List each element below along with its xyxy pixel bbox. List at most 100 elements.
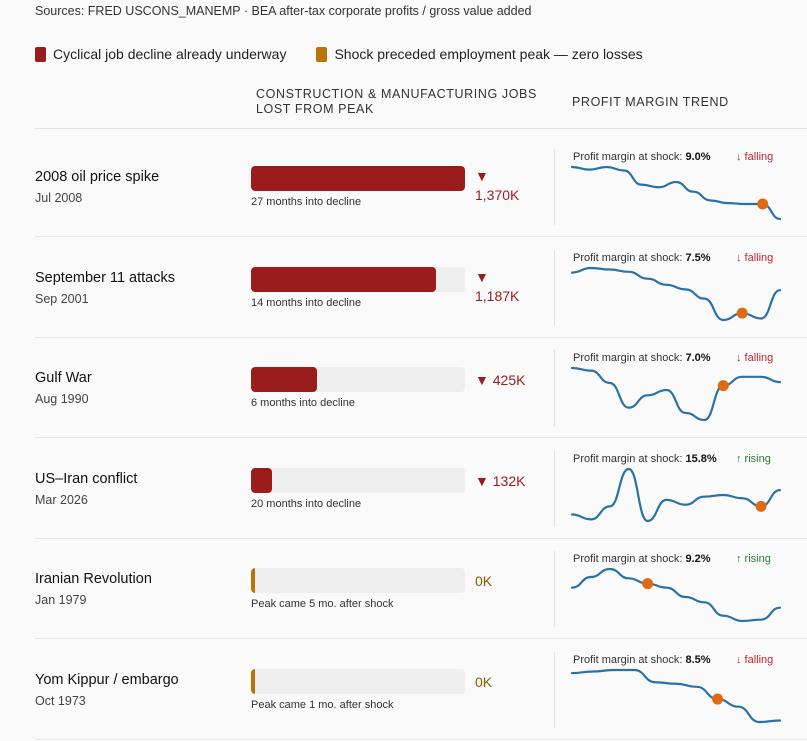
event-date: Jul 2008 [35,191,83,205]
profit-margin-label: Profit margin at shock: 7.5% [573,251,711,264]
jobs-lost-value: 0K [475,673,493,690]
shock-marker [717,380,729,392]
jobs-note: 27 months into decline [251,196,362,208]
shock-marker [712,693,724,705]
column-divider [554,350,555,426]
jobs-bar-track [251,467,465,493]
event-date: Sep 2001 [35,291,89,306]
legend: Cyclical job decline already underway Sh… [35,46,643,62]
jobs-bar-track [251,367,465,392]
row-divider [35,336,807,338]
shock-marker [736,307,748,319]
row-divider [35,738,807,740]
trend-badge: ↓ falling [736,151,774,163]
header-rule [35,128,807,129]
jobs-bar-track [251,568,465,593]
legend-item-decline: Cyclical job decline already underway [35,46,286,62]
event-name: US–Iran conflict [35,470,138,487]
jobs-bar-track [251,266,465,292]
legend-label-zero: Shock preceded employment peak — zero lo… [334,46,643,62]
sparkline-path [570,266,782,321]
jobs-lost-value: 0K [475,573,493,589]
jobs-note: Peak came 5 mo. after shock [251,598,394,610]
jobs-bar-fill [251,467,272,493]
column-header-jobs: CONSTRUCTION & MANUFACTURING JOBS LOST F… [256,87,537,116]
shock-marker [755,500,767,512]
trend-badge: ↑ rising [736,553,771,565]
jobs-bar-track [251,668,465,694]
jobs-lost-value: ▼ 132K [475,472,526,489]
row-divider [35,638,807,639]
trend-badge: ↓ falling [736,352,774,364]
event-date: Jan 1979 [35,593,87,607]
sparkline-path [570,567,782,623]
profit-margin-label: Profit margin at shock: 15.8% [573,452,717,465]
profit-margin-sparkline [570,266,782,321]
profit-margin-sparkline [570,567,782,623]
jobs-lost-value: ▼ 425K [475,372,526,388]
event-name: Gulf War [35,370,92,386]
sparkline-path [570,467,782,522]
jobs-bar-fill [251,166,465,191]
row-divider [35,236,807,237]
legend-label-decline: Cyclical job decline already underway [53,46,287,62]
event-date: Aug 1990 [35,392,89,406]
event-row: US–Iran conflict Mar 2026 20 months into d… [35,439,807,539]
legend-swatch-zero [316,46,328,62]
profit-margin-label: Profit margin at shock: 9.2% [573,553,711,565]
profit-margin-label: Profit margin at shock: 7.0% [573,352,711,364]
event-row: Iranian Revolution Jan 1979 Peak came 5 mo… [35,539,807,639]
event-row: September 11 attacks Sep 2001 14 months in… [35,238,807,338]
event-row: Yom Kippur / embargo Oct 1973 Peak came 1 … [35,640,807,740]
profit-margin-sparkline [570,165,782,221]
jobs-bar-fill [251,568,255,593]
jobs-bar-fill [251,266,437,292]
event-row: 2008 oil price spike Jul 2008 27 months in… [35,137,807,237]
legend-item-zero: Shock preceded employment peak — zero lo… [316,46,643,62]
profit-margin-value: 9.0% [685,151,711,163]
profit-margin-value: 8.5% [685,653,711,666]
shock-marker [642,578,654,590]
jobs-note: 14 months into decline [251,296,362,309]
profit-margin-sparkline [570,467,782,522]
jobs-bar-fill [251,668,255,694]
legend-swatch-decline [35,46,46,62]
sparkline-path [570,165,782,221]
trend-badge: ↓ falling [736,251,774,264]
column-divider [554,249,555,326]
column-divider [554,149,555,225]
column-divider [554,651,555,728]
profit-margin-value: 7.0% [685,352,711,364]
column-divider [554,450,555,527]
event-date: Mar 2026 [35,492,88,507]
profit-margin-sparkline [570,668,782,723]
sparkline-path [570,668,782,723]
profit-margin-label: Profit margin at shock: 8.5% [573,653,711,666]
jobs-bar-track [251,166,465,191]
event-row: Gulf War Aug 1990 6 months into decline ▼ 4… [35,338,807,438]
column-header-trend: PROFIT MARGIN TREND [572,95,729,109]
sparkline-path [570,366,782,422]
event-date: Oct 1973 [35,693,86,708]
trend-badge: ↓ falling [736,653,774,666]
event-name: September 11 attacks [35,269,175,286]
profit-margin-label: Profit margin at shock: 9.0% [573,151,711,163]
event-name: 2008 oil price spike [35,169,160,185]
profit-margin-sparkline [570,366,782,422]
jobs-lost-value: ▼ 1,370K [475,168,520,203]
profit-margin-value: 7.5% [685,251,711,264]
row-divider [35,537,807,539]
shock-marker [757,198,769,210]
event-name: Yom Kippur / embargo [35,671,179,688]
event-name: Iranian Revolution [35,571,152,587]
sources-note: Sources: FRED USCONS_MANEMP · BEA after-… [35,4,532,18]
jobs-bar-fill [251,367,318,392]
jobs-note: 20 months into decline [251,497,362,510]
column-divider [554,551,555,627]
jobs-note: Peak came 1 mo. after shock [251,698,394,711]
jobs-lost-value: ▼ 1,187K [475,268,520,304]
jobs-note: 6 months into decline [251,397,355,409]
row-divider [35,437,807,438]
profit-margin-value: 9.2% [685,553,711,565]
trend-badge: ↑ rising [736,452,771,465]
